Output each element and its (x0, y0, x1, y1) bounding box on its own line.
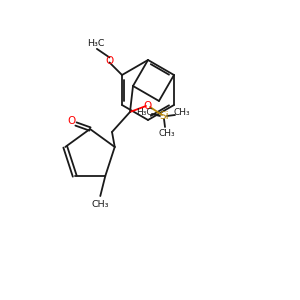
Text: CH₃: CH₃ (159, 130, 175, 139)
Text: O: O (68, 116, 76, 126)
Text: O: O (144, 101, 152, 111)
Text: H₃C: H₃C (87, 39, 105, 48)
Text: H₃C: H₃C (136, 109, 152, 118)
Text: CH₃: CH₃ (92, 200, 109, 208)
Text: Si: Si (159, 111, 169, 121)
Text: CH₃: CH₃ (174, 109, 190, 118)
Text: O: O (105, 56, 114, 66)
